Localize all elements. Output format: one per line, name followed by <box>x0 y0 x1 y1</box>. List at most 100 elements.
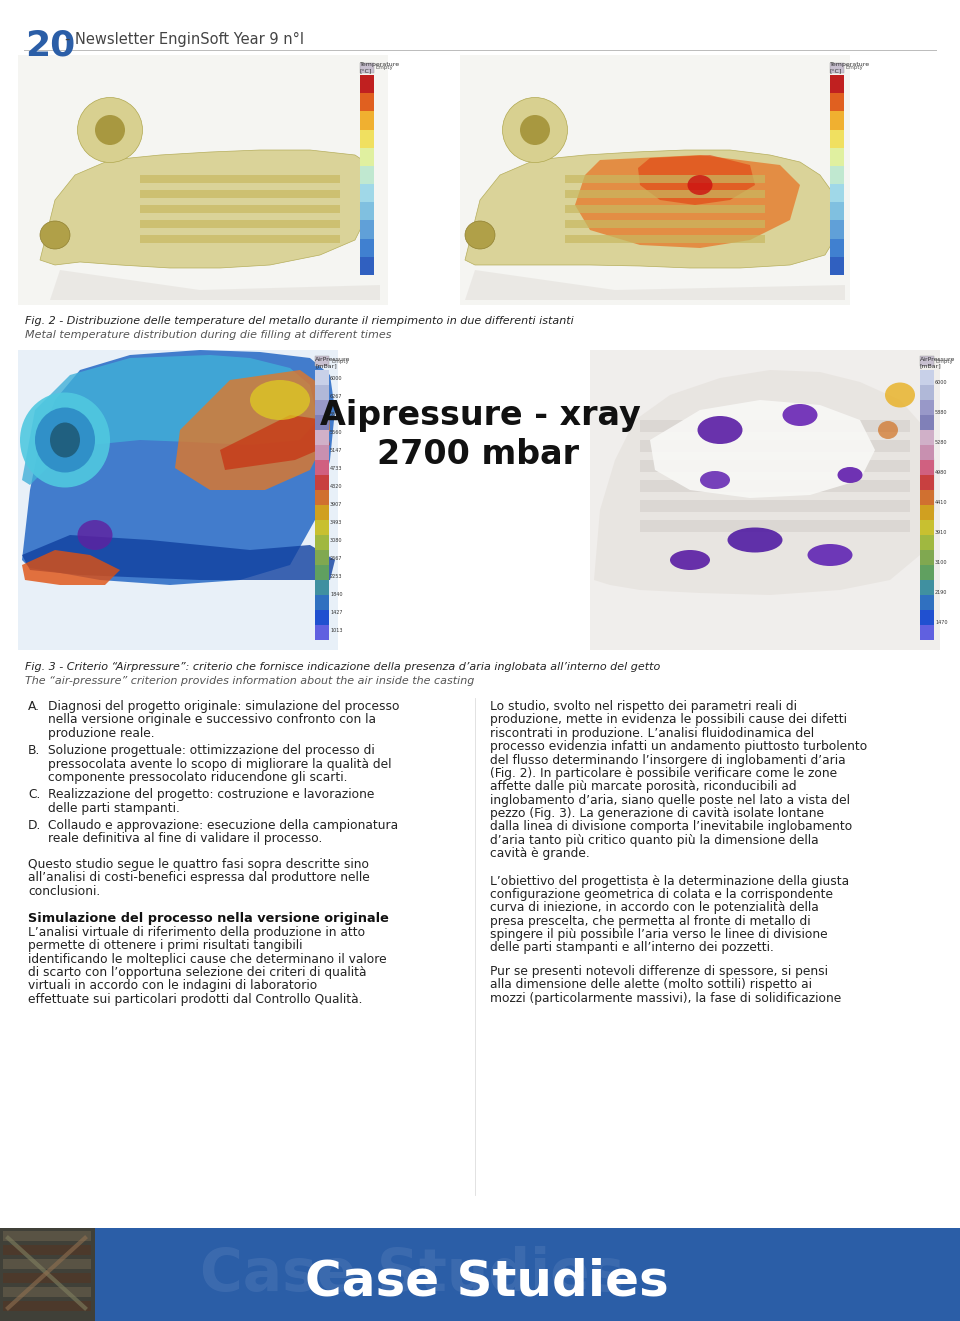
Polygon shape <box>175 370 330 490</box>
Bar <box>920 490 934 505</box>
Bar <box>3 1287 91 1297</box>
Text: Fig. 2 - Distribuzione delle temperature del metallo durante il riempimento in d: Fig. 2 - Distribuzione delle temperature… <box>25 316 574 326</box>
Bar <box>0 1229 95 1321</box>
Ellipse shape <box>502 98 567 162</box>
Text: AirPressure
[mBar]: AirPressure [mBar] <box>920 357 955 369</box>
Polygon shape <box>465 151 840 268</box>
Text: Aipressure - xray: Aipressure - xray <box>320 399 640 432</box>
Bar <box>830 221 844 239</box>
Ellipse shape <box>837 468 862 483</box>
Text: 3080: 3080 <box>330 538 343 543</box>
Text: nella versione originale e successivo confronto con la: nella versione originale e successivo co… <box>48 713 376 727</box>
Text: curva di iniezione, in accordo con le potenzialità della: curva di iniezione, in accordo con le po… <box>490 901 819 914</box>
Ellipse shape <box>250 380 310 420</box>
Ellipse shape <box>782 404 818 425</box>
Text: pressocolata avente lo scopo di migliorare la qualità del: pressocolata avente lo scopo di migliora… <box>48 757 392 770</box>
Bar <box>830 148 844 166</box>
Bar <box>315 400 329 415</box>
Bar <box>315 520 329 535</box>
Bar <box>140 221 340 229</box>
Bar <box>315 431 329 445</box>
Bar <box>460 55 850 305</box>
Bar <box>315 384 329 400</box>
Polygon shape <box>594 370 935 594</box>
Bar <box>830 111 844 129</box>
Text: spingere il più possibile l’aria verso le linee di divisione: spingere il più possibile l’aria verso l… <box>490 929 828 941</box>
Bar <box>920 505 934 520</box>
Ellipse shape <box>78 520 112 550</box>
Bar <box>360 148 374 166</box>
Polygon shape <box>465 269 845 300</box>
Text: 5880: 5880 <box>935 410 948 415</box>
Text: identificando le molteplici cause che determinano il valore: identificando le molteplici cause che de… <box>28 952 387 966</box>
Text: riscontrati in produzione. L’analisi fluidodinamica del: riscontrati in produzione. L’analisi flu… <box>490 727 814 740</box>
Text: pezzo (Fig. 3). La generazione di cavità isolate lontane: pezzo (Fig. 3). La generazione di cavità… <box>490 807 824 820</box>
Text: 2253: 2253 <box>330 573 343 579</box>
Text: permette di ottenere i primi risultati tangibili: permette di ottenere i primi risultati t… <box>28 939 302 952</box>
Bar <box>315 445 329 460</box>
Text: Empty: Empty <box>376 66 394 70</box>
Polygon shape <box>575 155 800 248</box>
Text: 3493: 3493 <box>330 519 343 524</box>
Bar <box>315 550 329 565</box>
Text: 5560: 5560 <box>330 429 343 435</box>
Bar <box>3 1231 91 1240</box>
Polygon shape <box>40 151 370 268</box>
Polygon shape <box>22 550 120 585</box>
Ellipse shape <box>878 421 898 439</box>
Bar <box>830 166 844 184</box>
Text: B.: B. <box>28 744 40 757</box>
Polygon shape <box>22 355 318 485</box>
Text: componente pressocolato riducendone gli scarti.: componente pressocolato riducendone gli … <box>48 771 348 783</box>
Bar <box>565 190 765 198</box>
Text: all’analisi di costi-benefici espressa dal produttore nelle: all’analisi di costi-benefici espressa d… <box>28 871 370 884</box>
Text: 4320: 4320 <box>330 483 343 489</box>
Bar <box>565 235 765 243</box>
Bar <box>565 205 765 213</box>
Text: reale definitiva al fine di validare il processo.: reale definitiva al fine di validare il … <box>48 832 323 845</box>
Ellipse shape <box>95 115 125 145</box>
Ellipse shape <box>670 550 710 569</box>
Text: produzione, mette in evidenza le possibili cause dei difetti: produzione, mette in evidenza le possibi… <box>490 713 847 727</box>
Text: configurazione geometrica di colata e la corrispondente: configurazione geometrica di colata e la… <box>490 888 833 901</box>
Bar <box>315 610 329 625</box>
Text: Temperature
[°C]: Temperature [°C] <box>830 62 870 73</box>
Bar <box>3 1301 91 1310</box>
Polygon shape <box>220 415 330 470</box>
Text: Questo studio segue le quattro fasi sopra descritte sino: Questo studio segue le quattro fasi sopr… <box>28 857 369 871</box>
Text: Case Studies: Case Studies <box>200 1246 625 1303</box>
Bar <box>640 460 910 472</box>
Text: dalla linea di divisione comporta l’inevitabile inglobamento: dalla linea di divisione comporta l’inev… <box>490 820 852 834</box>
Text: AirPressure
[mBar]: AirPressure [mBar] <box>315 357 350 369</box>
Polygon shape <box>50 269 380 300</box>
Bar <box>18 55 388 305</box>
Text: Temperature
[°C]: Temperature [°C] <box>360 62 400 73</box>
Bar <box>920 415 934 431</box>
Polygon shape <box>22 535 335 580</box>
Text: cavità è grande.: cavità è grande. <box>490 847 589 860</box>
Text: 3100: 3100 <box>935 560 948 564</box>
Text: mozzi (particolarmente massivi), la fase di solidificazione: mozzi (particolarmente massivi), la fase… <box>490 992 841 1004</box>
Bar <box>360 239 374 256</box>
Text: 5280: 5280 <box>935 440 948 444</box>
Text: Case Studies: Case Studies <box>305 1258 669 1306</box>
Text: processo evidenzia infatti un andamento piuttosto turbolento: processo evidenzia infatti un andamento … <box>490 740 867 753</box>
Text: Soluzione progettuale: ottimizzazione del processo di: Soluzione progettuale: ottimizzazione de… <box>48 744 374 757</box>
Bar <box>360 129 374 148</box>
Text: 1013: 1013 <box>330 627 343 633</box>
Text: 6000: 6000 <box>935 379 948 384</box>
Text: Pur se presenti notevoli differenze di spessore, si pensi: Pur se presenti notevoli differenze di s… <box>490 964 828 978</box>
Bar <box>315 415 329 431</box>
Bar <box>315 355 329 366</box>
Bar <box>315 594 329 610</box>
Text: A.: A. <box>28 700 40 713</box>
Text: 2667: 2667 <box>330 556 343 560</box>
Bar <box>315 580 329 594</box>
Bar <box>565 221 765 229</box>
Bar <box>830 94 844 111</box>
Text: Empty: Empty <box>331 358 348 363</box>
Ellipse shape <box>698 416 742 444</box>
Text: produzione reale.: produzione reale. <box>48 727 155 740</box>
Text: alla dimensione delle alette (molto sottili) rispetto ai: alla dimensione delle alette (molto sott… <box>490 978 812 991</box>
Bar <box>920 580 934 594</box>
